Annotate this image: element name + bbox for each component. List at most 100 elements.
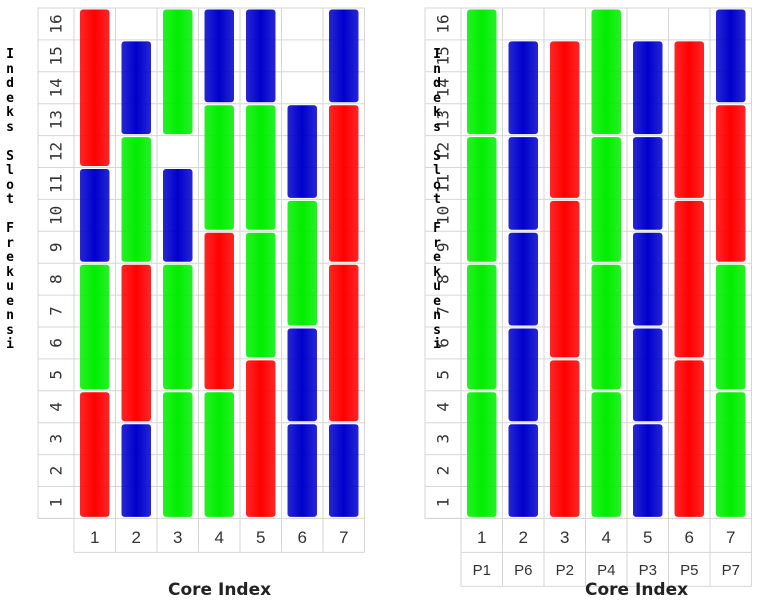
slot-block-blue [80,169,110,262]
slot-block-green [204,105,234,230]
path-label: P5 [680,562,698,579]
slot-block-green [163,264,193,390]
y-tick-label: 7 [434,306,453,316]
slot-block-blue [508,232,538,326]
x-axis-title-left: Core Index [168,580,272,600]
slot-block-green [246,105,276,230]
slot-block-blue [287,424,317,517]
slot-block-blue [633,424,663,517]
y-tick-label: 12 [434,142,453,161]
slot-block-red [329,264,359,422]
y-tick-label: 4 [47,402,66,412]
path-label: P7 [722,562,740,579]
path-label: P6 [514,562,532,579]
y-tick-label: 8 [47,274,66,284]
y-tick-label: 7 [47,306,66,316]
slot-block-green [467,392,497,517]
y-tick-label: 6 [47,338,66,348]
slot-block-blue [633,41,663,135]
slot-block-blue [329,9,359,103]
y-axis-label-left: I n d e k s S l o t F r e k u e n s i [6,47,14,352]
slot-block-red [674,41,704,198]
slot-block-blue [121,424,151,517]
slot-block-red [80,9,110,166]
slot-block-green [467,137,497,262]
slot-block-red [550,200,580,358]
grid [37,7,365,553]
y-tick-label: 9 [47,242,66,252]
slot-block-blue [633,232,663,326]
slot-block-green [716,264,746,390]
y-tick-label: 14 [434,78,453,97]
slot-block-blue [508,137,538,230]
slot-block-green [716,392,746,517]
slot-block-blue [508,424,538,517]
y-tick-label: 1 [434,498,453,508]
x-axis-title-right: Core Index [585,580,689,600]
path-label: P2 [556,562,574,579]
slot-block-blue [287,328,317,422]
slot-block-green [591,392,621,517]
slot-block-red [246,360,276,517]
y-tick-label: 5 [47,370,66,380]
y-tick-label: 13 [47,110,66,129]
x-tick-label: 6 [298,528,307,547]
y-tick-label: 2 [47,466,66,476]
slot-block-blue [121,41,151,135]
slot-block-red [674,200,704,358]
slot-block-blue [508,41,538,135]
x-tick-label: 4 [602,528,611,547]
y-tick-label: 11 [47,174,66,193]
x-tick-label: 6 [685,528,694,547]
slot-block-red [204,232,234,390]
x-tick-label: 5 [256,528,265,547]
slot-block-blue [633,137,663,230]
x-tick-label: 3 [173,528,182,547]
slot-block-green [246,232,276,358]
y-tick-label: 8 [434,274,453,284]
path-label: P3 [639,562,657,579]
slot-block-green [163,392,193,517]
slot-block-red [80,392,110,517]
y-tick-label: 15 [47,46,66,65]
slot-block-red [674,360,704,517]
x-tick-label: 1 [90,528,99,547]
x-tick-label: 2 [132,528,141,547]
y-tick-label: 12 [47,142,66,161]
slot-block-green [121,137,151,262]
slot-block-red [550,41,580,198]
y-tick-label: 13 [434,110,453,129]
x-tick-label: 2 [519,528,528,547]
slot-block-blue [508,328,538,422]
slot-block-green [80,264,110,390]
y-tick-label: 14 [47,78,66,97]
x-tick-label: 5 [643,528,652,547]
slot-block-blue [633,328,663,422]
y-axis-label-right: I n d e k s S l o t F r e k u e n s i [433,47,441,352]
path-label: P1 [473,562,491,579]
y-tick-label: 6 [434,338,453,348]
x-tick-label: 1 [477,528,486,547]
y-tick-label: 11 [434,174,453,193]
slot-block-blue [329,424,359,517]
slot-block-red [121,264,151,422]
x-tick-label: 7 [726,528,735,547]
slot-block-green [591,264,621,390]
y-tick-label: 1 [47,498,66,508]
y-tick-label: 15 [434,46,453,65]
slot-block-blue [204,9,234,103]
y-tick-label: 10 [47,206,66,225]
y-tick-label: 4 [434,402,453,412]
slot-block-green [591,9,621,135]
y-tick-label: 16 [434,14,453,33]
y-tick-label: 2 [434,466,453,476]
slot-block-green [467,264,497,390]
y-tick-label: 16 [47,14,66,33]
slot-block-red [329,105,359,262]
slot-block-green [591,137,621,262]
y-tick-label: 3 [434,434,453,444]
path-label: P4 [597,562,615,579]
y-tick-label: 9 [434,242,453,252]
